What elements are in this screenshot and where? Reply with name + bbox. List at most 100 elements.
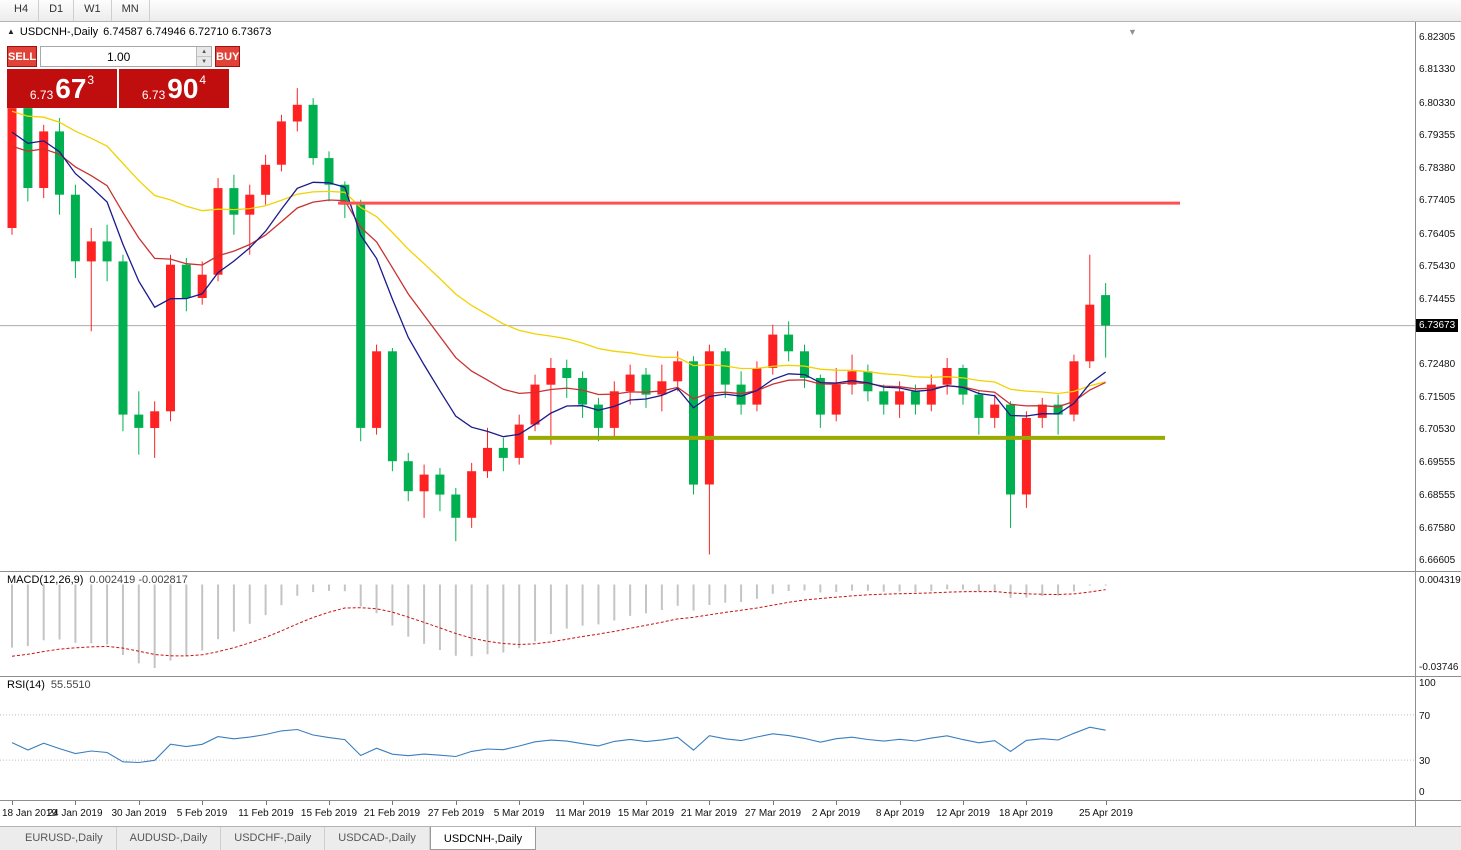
current-price-badge: 6.73673	[1416, 319, 1459, 332]
price-axis-label: 6.77405	[1419, 195, 1456, 206]
price-axis-label: 6.76405	[1419, 229, 1456, 240]
date-axis-label: 15 Mar 2019	[617, 808, 675, 819]
date-tick	[900, 801, 901, 805]
macd-signal-line	[11, 589, 1106, 657]
date-tick	[1026, 801, 1027, 805]
price-axis-label: 6.72480	[1419, 359, 1456, 370]
date-axis-label: 8 Apr 2019	[875, 808, 925, 819]
date-tick	[75, 801, 76, 805]
symbol-tab-usdchfdaily[interactable]: USDCHF-,Daily	[221, 827, 326, 850]
date-axis-corner	[1415, 801, 1461, 826]
buy-button[interactable]: BUY	[215, 46, 241, 67]
chart-symbol-label: USDCNH-,Daily	[19, 26, 99, 38]
sell-price-prefix: 6.73	[29, 88, 54, 102]
date-axis-label: 27 Mar 2019	[744, 808, 802, 819]
sell-price-big: 67	[55, 72, 87, 104]
date-tick	[456, 801, 457, 805]
timeframe-button-d1[interactable]: D1	[39, 0, 75, 21]
rsi-line	[11, 726, 1106, 764]
price-axis[interactable]: 6.73673 6.82305 6.81330 6.80330 6.79355 6.78…	[1415, 22, 1461, 571]
buy-price-big: 90	[167, 72, 199, 104]
buy-price-display[interactable]: 6.73 90 4	[119, 69, 229, 108]
date-axis-label: 11 Mar 2019	[555, 808, 611, 819]
sell-price-sup: 3	[87, 73, 95, 87]
sell-button[interactable]: SELL	[7, 46, 38, 67]
macd-chart-canvas[interactable]	[0, 572, 1415, 676]
date-axis-label: 2 Apr 2019	[811, 808, 861, 819]
date-axis-label: 5 Feb 2019	[176, 808, 228, 819]
timeframe-button-w1[interactable]: W1	[74, 0, 112, 21]
date-tick	[392, 801, 393, 805]
volume-input[interactable]	[41, 47, 197, 66]
rsi-axis-100: 100	[1419, 678, 1436, 689]
symbol-tab-audusddaily[interactable]: AUDUSD-,Daily	[117, 827, 222, 850]
date-axis-label: 27 Feb 2019	[427, 808, 485, 819]
date-axis-label: 25 Apr 2019	[1079, 808, 1133, 819]
chart-ohlc-values: 6.74587 6.74946 6.72710 6.73673	[103, 26, 272, 38]
date-axis-label: 18 Jan 2019	[2, 808, 58, 819]
horizontal-lines-layer	[338, 201, 1180, 440]
candles-layer	[7, 88, 1111, 555]
rsi-axis: 100 70 30 0	[1415, 677, 1461, 800]
ma-slow-yellow	[11, 110, 1106, 395]
date-tick	[329, 801, 330, 805]
date-axis-label: 11 Feb 2019	[238, 808, 294, 819]
date-axis[interactable]: 18 Jan 2019 24 Jan 2019 30 Jan 2019 5 Feb 2…	[0, 801, 1415, 826]
volume-up-icon[interactable]: ▲	[197, 47, 212, 57]
rsi-axis-70: 70	[1419, 711, 1431, 722]
date-tick	[202, 801, 203, 805]
date-axis-label: 18 Apr 2019	[999, 808, 1053, 819]
buy-price-prefix: 6.73	[141, 88, 166, 102]
date-tick	[12, 801, 13, 805]
timeframe-button-h4[interactable]: H4	[4, 0, 40, 21]
date-axis-label: 30 Jan 2019	[111, 808, 167, 819]
price-axis-label: 6.66605	[1419, 555, 1456, 566]
symbol-tab-usdcnhdaily[interactable]: USDCNH-,Daily	[429, 827, 537, 850]
date-axis-label: 12 Apr 2019	[936, 808, 990, 819]
chart-collapse-icon[interactable]: ▲	[7, 27, 15, 36]
symbol-tabs-bar: EURUSD-,Daily AUDUSD-,Daily USDCHF-,Daily U…	[0, 826, 1461, 850]
price-axis-label: 6.68555	[1419, 490, 1456, 501]
date-tick	[646, 801, 647, 805]
rsi-value: 55.5510	[50, 679, 91, 691]
price-axis-label: 6.80330	[1419, 98, 1456, 109]
rsi-indicator-label: RSI(14) 55.5510	[7, 679, 91, 691]
price-chart-canvas[interactable]	[0, 22, 1415, 571]
price-axis-label: 6.78380	[1419, 163, 1456, 174]
chart-area: ▲ USDCNH-,Daily 6.74587 6.74946 6.72710 …	[0, 22, 1461, 826]
symbol-tab-eurusddaily[interactable]: EURUSD-,Daily	[12, 827, 117, 850]
timeframe-toolbar: H4 D1 W1 MN	[0, 0, 1461, 22]
chart-scroll-icon[interactable]: ▼	[1128, 27, 1137, 37]
rsi-axis-0: 0	[1419, 787, 1425, 798]
price-axis-label: 6.74455	[1419, 294, 1456, 305]
volume-control: ▲ ▼	[40, 46, 213, 67]
price-axis-label: 6.69555	[1419, 457, 1456, 468]
date-axis-label: 15 Feb 2019	[300, 808, 358, 819]
moving-averages-layer	[11, 110, 1106, 438]
macd-indicator-label: MACD(12,26,9) 0.002419 -0.002817	[7, 574, 188, 586]
date-tick	[836, 801, 837, 805]
date-axis-label: 21 Mar 2019	[680, 808, 738, 819]
macd-name: MACD(12,26,9)	[7, 574, 84, 586]
rsi-levels-layer	[0, 714, 1415, 761]
symbol-tab-usdcaddaily[interactable]: USDCAD-,Daily	[325, 827, 430, 850]
date-tick	[583, 801, 584, 805]
ma-fast-blue	[11, 131, 1106, 438]
rsi-chart-canvas[interactable]	[0, 677, 1415, 800]
date-tick	[139, 801, 140, 805]
rsi-axis-30: 30	[1419, 756, 1431, 767]
volume-down-icon[interactable]: ▼	[197, 57, 212, 66]
ma-mid-red	[11, 145, 1106, 408]
sell-price-display[interactable]: 6.73 67 3	[7, 69, 117, 108]
price-axis-label: 6.70530	[1419, 424, 1456, 435]
chart-title: ▲ USDCNH-,Daily 6.74587 6.74946 6.72710 …	[7, 26, 271, 38]
macd-axis: 0.004319 -0.03746	[1415, 572, 1461, 676]
timeframe-button-mn[interactable]: MN	[112, 0, 150, 21]
date-tick	[519, 801, 520, 805]
macd-axis-max: 0.004319	[1419, 575, 1461, 586]
price-axis-label: 6.79355	[1419, 130, 1456, 141]
date-axis-label: 5 Mar 2019	[493, 808, 545, 819]
price-axis-label: 6.82305	[1419, 32, 1456, 43]
buy-price-sup: 4	[199, 73, 207, 87]
